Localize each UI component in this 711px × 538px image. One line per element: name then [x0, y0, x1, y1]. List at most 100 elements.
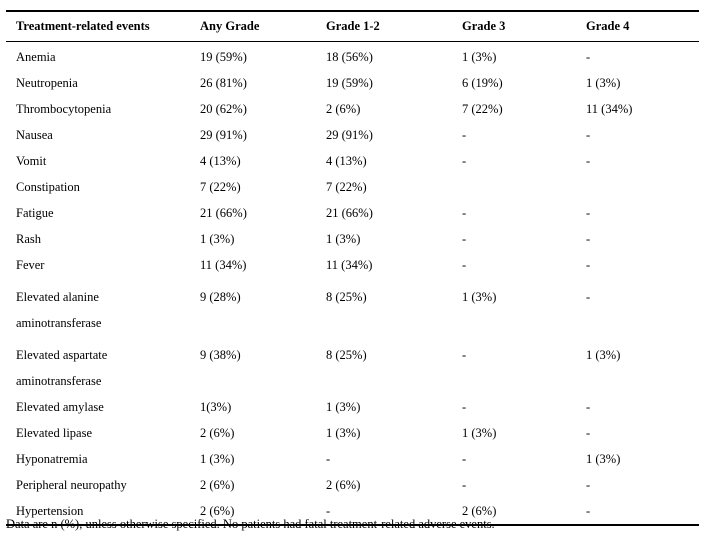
cell-grade-4: 1 (3%) — [586, 75, 621, 90]
table-row: Elevated alanine aminotransferase 9 (28%) 8… — [6, 278, 699, 336]
event-name-line: Elevated alanine — [16, 290, 99, 304]
cell-grade-1-2: 4 (13%) — [326, 153, 367, 168]
cell-event-name: Hypertension — [16, 503, 84, 518]
cell-grade-3: - — [462, 451, 467, 466]
cell-any-grade: 2 (6%) — [200, 477, 235, 492]
header-events: Treatment-related events — [16, 19, 150, 33]
cell-grade-3: - — [462, 153, 467, 168]
cell-any-grade: 4 (13%) — [200, 153, 241, 168]
table-row: Vomit 4 (13%) 4 (13%) - - — [6, 148, 699, 174]
cell-event-name: Rash — [16, 231, 41, 246]
cell-event-name: Elevated amylase — [16, 399, 104, 414]
cell-grade-3: 1 (3%) — [462, 425, 497, 440]
cell-event-name: Thrombocytopenia — [16, 101, 112, 116]
cell-grade-3: 1 (3%) — [462, 290, 497, 304]
cell-grade-1-2: 1 (3%) — [326, 399, 361, 414]
table-row: Elevated amylase 1(3%) 1 (3%) - - — [6, 394, 699, 420]
cell-grade-4: - — [586, 127, 591, 142]
table-row: Peripheral neuropathy 2 (6%) 2 (6%) - - — [6, 472, 699, 498]
cell-event-name: Elevated alanine aminotransferase — [6, 278, 190, 336]
table-row: Thrombocytopenia 20 (62%) 2 (6%) 7 (22%) 11 … — [6, 96, 699, 122]
cell-grade-1-2: 8 (25%) — [326, 290, 367, 304]
cell-event-name: Vomit — [16, 153, 47, 168]
cell-grade-3: - — [462, 257, 467, 272]
cell-grade-3: 1 (3%) — [462, 49, 497, 64]
header-row: Treatment-related events Any Grade Grade… — [6, 11, 699, 42]
cell-grade-4: - — [586, 477, 591, 492]
cell-event-name: Constipation — [16, 179, 80, 194]
table-row: Elevated aspartate aminotransferase 9 (38%… — [6, 336, 699, 394]
cell-grade-4: - — [586, 49, 591, 64]
header-grade-3: Grade 3 — [462, 19, 506, 33]
table-row: Hyponatremia 1 (3%) - - 1 (3%) — [6, 446, 699, 472]
table-footnote: Data are n (%), unless otherwise specifi… — [6, 517, 495, 531]
cell-any-grade: 26 (81%) — [200, 75, 247, 90]
cell-grade-4: - — [586, 503, 591, 518]
table-row: Elevated lipase 2 (6%) 1 (3%) 1 (3%) - — [6, 420, 699, 446]
cell-grade-1-2: 11 (34%) — [326, 257, 373, 272]
event-name-line: Elevated aspartate — [16, 348, 108, 362]
cell-grade-4: - — [586, 290, 591, 304]
cell-grade-4: - — [586, 231, 591, 246]
cell-any-grade: 7 (22%) — [200, 179, 241, 194]
cell-grade-3: - — [462, 231, 467, 246]
cell-grade-4: - — [586, 425, 591, 440]
cell-event-name: Hyponatremia — [16, 451, 88, 466]
cell-grade-1-2: 1 (3%) — [326, 425, 361, 440]
header-grade-1-2: Grade 1-2 — [326, 19, 380, 33]
cell-grade-3: - — [462, 399, 467, 414]
adverse-events-table: Treatment-related events Any Grade Grade… — [6, 10, 699, 526]
table-row: Fatigue 21 (66%) 21 (66%) - - — [6, 200, 699, 226]
cell-grade-1-2: 2 (6%) — [326, 101, 361, 116]
cell-grade-1-2: 7 (22%) — [326, 179, 367, 194]
cell-grade-4: - — [586, 399, 591, 414]
cell-grade-3 — [452, 174, 576, 200]
table-row: Neutropenia 26 (81%) 19 (59%) 6 (19%) 1 (3%) — [6, 70, 699, 96]
event-name-line: aminotransferase — [16, 374, 102, 388]
cell-grade-1-2: 8 (25%) — [326, 348, 367, 362]
cell-grade-3: - — [462, 348, 467, 362]
table-body: Anemia 19 (59%) 18 (56%) 1 (3%) - Neutropenia… — [6, 42, 699, 525]
cell-any-grade: 29 (91%) — [200, 127, 247, 142]
cell-grade-3: 2 (6%) — [462, 503, 497, 518]
cell-any-grade: 9 (38%) — [200, 348, 241, 362]
cell-grade-4: - — [586, 257, 591, 272]
cell-grade-4: 1 (3%) — [586, 451, 621, 466]
cell-grade-4: 1 (3%) — [586, 348, 621, 362]
cell-grade-4: 11 (34%) — [586, 101, 633, 116]
cell-grade-1-2: - — [326, 503, 331, 518]
cell-grade-1-2: 18 (56%) — [326, 49, 373, 64]
cell-grade-1-2: 1 (3%) — [326, 231, 361, 246]
cell-any-grade: 1 (3%) — [200, 231, 235, 246]
cell-event-name: Fever — [16, 257, 45, 272]
cell-any-grade: 2 (6%) — [200, 503, 235, 518]
cell-grade-3: - — [462, 127, 467, 142]
table-row: Rash 1 (3%) 1 (3%) - - — [6, 226, 699, 252]
cell-event-name: Elevated aspartate aminotransferase — [6, 336, 190, 394]
cell-grade-1-2: 19 (59%) — [326, 75, 373, 90]
table-row: Fever 11 (34%) 11 (34%) - - — [6, 252, 699, 278]
cell-grade-3: 7 (22%) — [462, 101, 503, 116]
cell-any-grade: 20 (62%) — [200, 101, 247, 116]
table-header: Treatment-related events Any Grade Grade… — [6, 11, 699, 42]
cell-grade-1-2: - — [326, 451, 331, 466]
cell-grade-3: - — [462, 205, 467, 220]
cell-event-name: Peripheral neuropathy — [16, 477, 127, 492]
cell-any-grade: 2 (6%) — [200, 425, 235, 440]
cell-event-name: Neutropenia — [16, 75, 78, 90]
cell-event-name: Nausea — [16, 127, 53, 142]
cell-grade-3: 6 (19%) — [462, 75, 503, 90]
cell-grade-4 — [576, 174, 699, 200]
cell-event-name: Anemia — [16, 49, 56, 64]
cell-grade-4: - — [586, 205, 591, 220]
header-grade-4: Grade 4 — [586, 19, 630, 33]
cell-grade-1-2: 29 (91%) — [326, 127, 373, 142]
cell-any-grade: 1 (3%) — [200, 451, 235, 466]
cell-any-grade: 9 (28%) — [200, 290, 241, 304]
table-row: Constipation 7 (22%) 7 (22%) — [6, 174, 699, 200]
cell-grade-1-2: 21 (66%) — [326, 205, 373, 220]
cell-any-grade: 11 (34%) — [200, 257, 247, 272]
table-row: Nausea 29 (91%) 29 (91%) - - — [6, 122, 699, 148]
adverse-events-table-wrapper: Treatment-related events Any Grade Grade… — [6, 10, 699, 526]
cell-grade-1-2: 2 (6%) — [326, 477, 361, 492]
